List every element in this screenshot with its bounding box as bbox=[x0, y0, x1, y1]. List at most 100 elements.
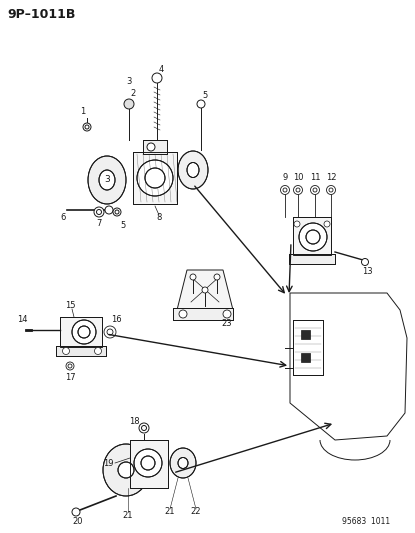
Bar bbox=[133, 152, 177, 204]
Bar bbox=[293, 320, 323, 375]
Text: 11: 11 bbox=[310, 174, 320, 182]
Ellipse shape bbox=[99, 170, 115, 190]
Ellipse shape bbox=[178, 151, 208, 189]
Circle shape bbox=[324, 221, 330, 227]
Text: 14: 14 bbox=[17, 316, 27, 325]
Bar bbox=[301, 353, 310, 362]
Circle shape bbox=[223, 310, 231, 318]
Ellipse shape bbox=[88, 156, 126, 204]
Text: 3: 3 bbox=[104, 175, 110, 184]
Circle shape bbox=[294, 221, 300, 227]
Circle shape bbox=[190, 274, 196, 280]
Circle shape bbox=[214, 274, 220, 280]
Circle shape bbox=[113, 208, 121, 216]
Text: 5: 5 bbox=[203, 91, 208, 100]
Bar bbox=[301, 330, 310, 339]
Circle shape bbox=[202, 287, 208, 293]
Text: 12: 12 bbox=[326, 174, 336, 182]
Circle shape bbox=[94, 207, 104, 217]
Ellipse shape bbox=[103, 444, 149, 496]
Circle shape bbox=[63, 348, 69, 354]
Circle shape bbox=[72, 320, 96, 344]
Text: 4: 4 bbox=[159, 64, 164, 74]
Circle shape bbox=[139, 423, 149, 433]
Circle shape bbox=[78, 326, 90, 338]
Bar bbox=[56, 346, 106, 356]
Circle shape bbox=[313, 188, 317, 192]
Bar bbox=[293, 217, 331, 255]
Ellipse shape bbox=[118, 462, 134, 478]
Circle shape bbox=[299, 223, 327, 251]
Bar bbox=[143, 140, 167, 154]
Bar bbox=[130, 440, 168, 488]
Polygon shape bbox=[177, 270, 233, 310]
Text: 23: 23 bbox=[222, 319, 232, 328]
Text: 2: 2 bbox=[130, 90, 136, 99]
Circle shape bbox=[361, 259, 369, 265]
Circle shape bbox=[83, 123, 91, 131]
Text: 5: 5 bbox=[120, 221, 126, 230]
Circle shape bbox=[329, 188, 333, 192]
Ellipse shape bbox=[178, 457, 188, 469]
Text: 9: 9 bbox=[282, 174, 288, 182]
Text: 16: 16 bbox=[111, 316, 121, 325]
Bar bbox=[130, 440, 168, 488]
Circle shape bbox=[296, 188, 300, 192]
Bar bbox=[60, 317, 102, 347]
Text: 19: 19 bbox=[103, 458, 113, 467]
Text: 15: 15 bbox=[65, 302, 75, 311]
Text: 21: 21 bbox=[123, 512, 133, 521]
Circle shape bbox=[95, 348, 102, 354]
Circle shape bbox=[104, 326, 116, 338]
Bar bbox=[143, 140, 167, 154]
Bar bbox=[133, 152, 177, 204]
Text: 13: 13 bbox=[362, 268, 372, 277]
Bar bbox=[289, 254, 335, 264]
Ellipse shape bbox=[170, 448, 196, 478]
Circle shape bbox=[179, 310, 187, 318]
Circle shape bbox=[68, 364, 72, 368]
Bar bbox=[289, 254, 335, 264]
Circle shape bbox=[85, 125, 89, 129]
Text: 6: 6 bbox=[60, 214, 66, 222]
Circle shape bbox=[124, 99, 134, 109]
Circle shape bbox=[310, 185, 320, 195]
Circle shape bbox=[134, 449, 162, 477]
Bar bbox=[60, 317, 102, 347]
Text: 8: 8 bbox=[156, 214, 162, 222]
Circle shape bbox=[107, 329, 113, 335]
Text: 18: 18 bbox=[129, 417, 139, 426]
Text: 22: 22 bbox=[191, 507, 201, 516]
Circle shape bbox=[137, 160, 173, 196]
Circle shape bbox=[197, 100, 205, 108]
Bar bbox=[293, 320, 323, 375]
Text: 3: 3 bbox=[126, 77, 132, 86]
Text: 20: 20 bbox=[73, 518, 83, 527]
Ellipse shape bbox=[187, 163, 199, 177]
Circle shape bbox=[293, 185, 303, 195]
Bar bbox=[56, 346, 106, 356]
Text: 7: 7 bbox=[96, 220, 102, 229]
Circle shape bbox=[105, 206, 113, 214]
Circle shape bbox=[147, 143, 155, 151]
Circle shape bbox=[97, 209, 102, 214]
Circle shape bbox=[145, 168, 165, 188]
Circle shape bbox=[281, 185, 290, 195]
Bar bbox=[293, 217, 331, 255]
Bar bbox=[173, 308, 233, 320]
Circle shape bbox=[283, 188, 287, 192]
Circle shape bbox=[142, 425, 146, 431]
Text: 10: 10 bbox=[293, 174, 303, 182]
Circle shape bbox=[66, 362, 74, 370]
Circle shape bbox=[327, 185, 335, 195]
Text: 1: 1 bbox=[81, 108, 85, 117]
Text: 9P–1011B: 9P–1011B bbox=[7, 7, 76, 20]
Circle shape bbox=[152, 73, 162, 83]
Circle shape bbox=[115, 210, 119, 214]
Text: 21: 21 bbox=[165, 507, 175, 516]
Circle shape bbox=[72, 508, 80, 516]
Circle shape bbox=[141, 456, 155, 470]
Circle shape bbox=[306, 230, 320, 244]
Text: 95683  1011: 95683 1011 bbox=[342, 518, 390, 527]
Text: 17: 17 bbox=[65, 374, 75, 383]
